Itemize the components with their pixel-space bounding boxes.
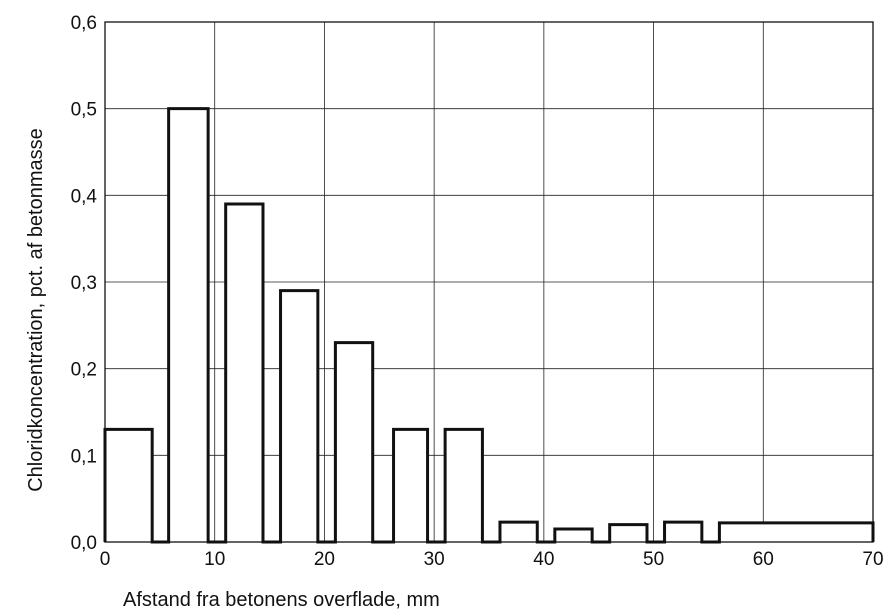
x-tick-label: 0 <box>100 549 111 570</box>
y-axis-label: Chloridkoncentration, pct. af betonmasse <box>25 128 47 492</box>
y-tick-labels: 0,0 0,1 0,2 0,3 0,4 0,5 0,6 <box>71 13 98 554</box>
bar <box>609 524 647 542</box>
x-tick-label: 50 <box>643 549 664 570</box>
y-tick-label: 0,1 <box>71 446 97 467</box>
bar <box>719 522 873 542</box>
y-tick-label: 0,4 <box>71 186 98 207</box>
bar <box>168 108 209 543</box>
grid-lines <box>104 21 874 543</box>
bar <box>554 529 593 542</box>
bar <box>445 429 483 542</box>
x-tick-label: 40 <box>533 549 554 570</box>
bar-series <box>103 107 875 544</box>
bar <box>335 342 373 542</box>
bar <box>393 429 428 542</box>
bar <box>280 290 318 542</box>
bar <box>105 429 153 542</box>
y-tick-label: 0,5 <box>71 100 97 121</box>
bar <box>225 204 263 542</box>
x-tick-label: 10 <box>204 549 225 570</box>
bar-outline <box>103 107 875 544</box>
x-tick-label: 60 <box>753 549 774 570</box>
x-axis-label: Afstand fra betonens overflade, mm <box>123 589 440 611</box>
x-tick-labels: 0 10 20 30 40 50 60 70 <box>100 549 884 570</box>
y-tick-label: 0,6 <box>71 13 97 34</box>
x-tick-label: 20 <box>314 549 335 570</box>
x-tick-label: 30 <box>424 549 445 570</box>
y-tick-label: 0,3 <box>71 273 97 294</box>
plot-frame <box>104 21 874 543</box>
y-tick-label: 0,2 <box>71 360 97 381</box>
bar <box>664 522 702 542</box>
y-tick-label: 0,0 <box>71 533 97 554</box>
x-tick-label: 70 <box>862 549 883 570</box>
bar <box>499 522 538 542</box>
